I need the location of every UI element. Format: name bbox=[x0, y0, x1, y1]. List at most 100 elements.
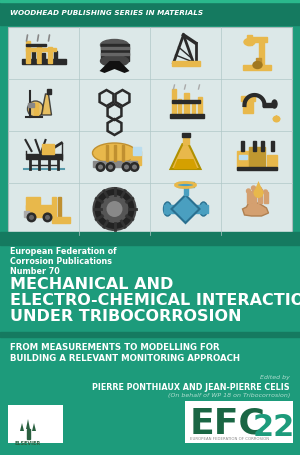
Bar bbox=[164, 205, 181, 213]
Polygon shape bbox=[254, 181, 263, 193]
Bar bbox=[130, 151, 140, 165]
Ellipse shape bbox=[43, 212, 52, 222]
Bar bbox=[47, 47, 52, 63]
Bar bbox=[172, 100, 200, 103]
Ellipse shape bbox=[253, 61, 262, 69]
Bar bbox=[260, 141, 263, 151]
Text: BUILDING A RELEVANT MONITORING APPROACH: BUILDING A RELEVANT MONITORING APPROACH bbox=[10, 354, 240, 363]
Bar bbox=[22, 59, 65, 64]
Bar bbox=[238, 155, 242, 159]
Bar bbox=[241, 141, 244, 151]
Bar bbox=[0, 232, 300, 245]
Bar bbox=[172, 61, 200, 66]
Text: PIERRE PONTHIAUX AND JEAN-PIERRE CELIS: PIERRE PONTHIAUX AND JEAN-PIERRE CELIS bbox=[92, 383, 290, 392]
Polygon shape bbox=[170, 144, 200, 169]
Ellipse shape bbox=[251, 186, 256, 190]
Bar bbox=[122, 145, 124, 161]
Ellipse shape bbox=[98, 165, 103, 170]
Text: Corrosion Publications: Corrosion Publications bbox=[10, 257, 112, 266]
Bar bbox=[247, 35, 251, 45]
Bar bbox=[236, 167, 277, 170]
Bar bbox=[259, 39, 263, 65]
Ellipse shape bbox=[94, 188, 136, 230]
Bar bbox=[41, 144, 53, 154]
Bar bbox=[52, 220, 70, 223]
Bar bbox=[257, 189, 262, 203]
Ellipse shape bbox=[272, 100, 277, 108]
Bar bbox=[26, 44, 46, 46]
Bar bbox=[58, 197, 61, 219]
Bar bbox=[8, 27, 292, 235]
Bar bbox=[27, 429, 30, 439]
Bar bbox=[178, 99, 181, 117]
Bar bbox=[172, 89, 176, 117]
Bar bbox=[26, 205, 52, 217]
Bar bbox=[23, 211, 28, 217]
Bar bbox=[182, 133, 190, 137]
Polygon shape bbox=[26, 419, 30, 429]
Text: (On behalf of WP 18 on Tribocorrosion): (On behalf of WP 18 on Tribocorrosion) bbox=[168, 393, 290, 398]
Ellipse shape bbox=[257, 187, 262, 191]
Ellipse shape bbox=[200, 202, 208, 216]
Text: European Federation of: European Federation of bbox=[10, 247, 117, 256]
Ellipse shape bbox=[132, 165, 137, 170]
Bar bbox=[26, 154, 62, 159]
Bar bbox=[248, 37, 266, 42]
Text: EFC: EFC bbox=[190, 407, 266, 441]
Polygon shape bbox=[172, 195, 200, 223]
Bar bbox=[106, 145, 107, 161]
Bar bbox=[251, 188, 256, 203]
Polygon shape bbox=[242, 203, 268, 216]
Bar bbox=[256, 58, 260, 65]
Bar bbox=[37, 45, 41, 63]
Bar bbox=[100, 47, 128, 49]
Bar bbox=[185, 401, 293, 443]
Ellipse shape bbox=[28, 101, 43, 117]
Ellipse shape bbox=[106, 162, 116, 172]
Bar bbox=[197, 97, 202, 117]
Polygon shape bbox=[20, 423, 24, 431]
Ellipse shape bbox=[124, 165, 129, 170]
Bar bbox=[271, 141, 274, 151]
Bar bbox=[242, 155, 247, 159]
Ellipse shape bbox=[247, 189, 250, 193]
Text: MECHANICAL AND: MECHANICAL AND bbox=[10, 277, 173, 292]
Bar bbox=[113, 145, 116, 161]
Ellipse shape bbox=[263, 190, 268, 194]
Text: ELSEVIER: ELSEVIER bbox=[15, 441, 41, 446]
Bar bbox=[184, 185, 188, 195]
Bar bbox=[32, 49, 34, 63]
Ellipse shape bbox=[244, 39, 255, 46]
Bar bbox=[242, 99, 253, 113]
Bar bbox=[266, 155, 277, 169]
Polygon shape bbox=[41, 94, 52, 115]
Polygon shape bbox=[272, 115, 281, 119]
Bar bbox=[41, 53, 44, 63]
Text: Edited by: Edited by bbox=[260, 375, 290, 380]
Ellipse shape bbox=[106, 201, 122, 217]
Bar bbox=[236, 151, 248, 169]
Bar bbox=[100, 44, 128, 61]
Ellipse shape bbox=[92, 143, 136, 163]
Text: WOODHEAD PUBLISHING SERIES IN MATERIALS: WOODHEAD PUBLISHING SERIES IN MATERIALS bbox=[10, 10, 203, 16]
Text: 22: 22 bbox=[253, 413, 295, 442]
Bar bbox=[263, 192, 268, 203]
Ellipse shape bbox=[95, 162, 106, 172]
Bar bbox=[248, 147, 265, 169]
Ellipse shape bbox=[254, 188, 263, 198]
Bar bbox=[8, 405, 63, 443]
Bar bbox=[253, 141, 256, 151]
Polygon shape bbox=[173, 159, 197, 169]
Bar bbox=[133, 147, 140, 155]
Polygon shape bbox=[100, 61, 130, 73]
Bar bbox=[190, 205, 208, 213]
Text: ELECTRO-CHEMICAL INTERACTIONS: ELECTRO-CHEMICAL INTERACTIONS bbox=[10, 293, 300, 308]
Bar bbox=[241, 96, 254, 101]
Bar bbox=[26, 41, 29, 63]
Ellipse shape bbox=[130, 162, 140, 172]
Bar bbox=[92, 161, 136, 167]
Text: Number 70: Number 70 bbox=[10, 267, 60, 276]
Ellipse shape bbox=[26, 212, 37, 222]
Bar bbox=[0, 332, 300, 337]
Bar bbox=[247, 191, 250, 203]
